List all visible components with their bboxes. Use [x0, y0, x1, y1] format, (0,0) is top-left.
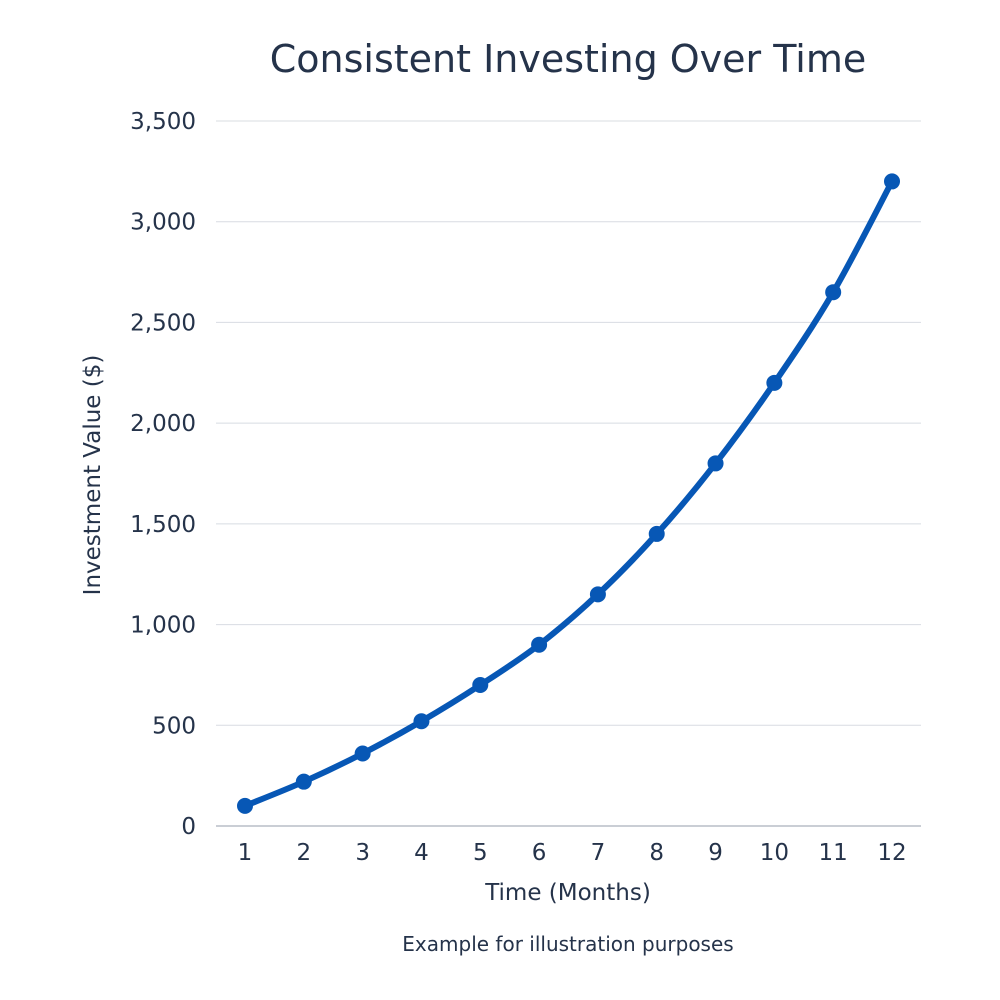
y-tick-label: 1,500	[130, 512, 196, 538]
data-point	[766, 374, 783, 391]
data-point	[589, 586, 606, 603]
y-axis-label: Investment Value ($)	[80, 355, 106, 596]
x-tick-label: 10	[760, 840, 789, 866]
x-tick-label: 4	[414, 840, 429, 866]
x-tick-label: 8	[649, 840, 664, 866]
x-tick-label: 7	[591, 840, 606, 866]
data-points	[237, 173, 900, 814]
x-axis-label: Time (Months)	[484, 880, 651, 906]
y-axis-ticks: 0 500 1,000 1,500 2,000 2,500 3,000 3,500	[130, 109, 196, 840]
chart-footnote: Example for illustration purposes	[402, 932, 733, 956]
y-tick-label: 2,500	[130, 310, 196, 336]
data-point	[295, 773, 312, 790]
data-point	[531, 636, 548, 653]
x-tick-label: 11	[819, 840, 848, 866]
y-tick-label: 500	[152, 713, 196, 739]
data-point	[707, 455, 724, 472]
series-line	[242, 178, 895, 809]
y-tick-label: 2,000	[130, 411, 196, 437]
x-tick-label: 3	[355, 840, 370, 866]
x-tick-label: 9	[708, 840, 723, 866]
y-tick-label: 0	[181, 814, 196, 840]
chart-title: Consistent Investing Over Time	[270, 37, 867, 81]
y-tick-label: 3,000	[130, 210, 196, 236]
data-point	[354, 745, 371, 762]
x-tick-label: 5	[473, 840, 488, 866]
data-point	[413, 713, 430, 730]
y-tick-label: 1,000	[130, 613, 196, 639]
data-point	[472, 677, 489, 693]
x-tick-label: 12	[877, 840, 906, 866]
x-tick-label: 1	[238, 840, 253, 866]
data-point	[884, 173, 900, 190]
y-tick-label: 3,500	[130, 109, 196, 135]
grid-lines	[216, 120, 921, 726]
data-point	[825, 284, 842, 301]
data-point	[648, 525, 665, 542]
data-point	[237, 797, 253, 814]
x-axis-ticks: 1 2 3 4 5 6 7 8 9 10 11 12	[238, 840, 907, 866]
x-tick-label: 6	[532, 840, 547, 866]
x-tick-label: 2	[296, 840, 311, 866]
